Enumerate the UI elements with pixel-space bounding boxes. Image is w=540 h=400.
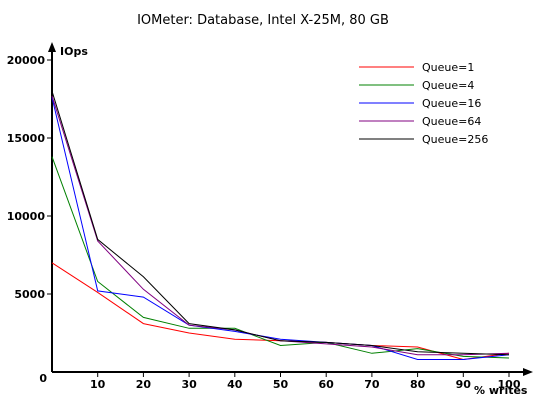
legend-item: Queue=4 — [359, 79, 474, 92]
x-tick-label: 60 — [319, 378, 335, 391]
x-tick-label: 70 — [364, 378, 380, 391]
x-tick-label: 20 — [136, 378, 152, 391]
legend-box — [354, 58, 504, 152]
series-line-queue-256 — [51, 91, 510, 356]
x-axis-arrow — [523, 368, 533, 376]
series-line-queue-4 — [51, 156, 510, 359]
y-tick-label: 5000 — [14, 288, 45, 301]
legend-item: Queue=256 — [359, 133, 488, 146]
x-tick-label: 90 — [456, 378, 472, 391]
y-tick-label: 10000 — [7, 210, 46, 223]
legend-label: Queue=4 — [422, 79, 474, 92]
x-axis-label: % writes — [474, 384, 528, 397]
chart-title: IOMeter: Database, Intel X-25M, 80 GB — [137, 13, 389, 28]
series-lines — [51, 91, 510, 361]
y-axis-arrow — [48, 42, 56, 52]
ticks: 10 20 30 40 50 60 70 80 90 100 5000 10000 15000 20000 — [7, 54, 521, 391]
x-tick-label: 50 — [273, 378, 289, 391]
origin-label: 0 — [39, 372, 47, 385]
x-tick-label: 10 — [90, 378, 106, 391]
legend-label: Queue=1 — [422, 61, 474, 74]
legend-item: Queue=1 — [359, 61, 474, 74]
legend-label: Queue=256 — [422, 133, 488, 146]
x-tick-label: 80 — [410, 378, 426, 391]
legend-item: Queue=16 — [359, 97, 481, 110]
axes: IOps % writes 0 — [39, 42, 533, 397]
x-tick-label: 30 — [181, 378, 197, 391]
y-tick-label: 15000 — [7, 132, 46, 145]
series-line-queue-16 — [51, 97, 510, 360]
legend: Queue=1 Queue=4 Queue=16 Queue=64 Queue=256 — [354, 58, 504, 152]
y-tick-label: 20000 — [7, 54, 46, 67]
legend-item: Queue=64 — [359, 115, 481, 128]
x-tick-label: 100 — [498, 378, 521, 391]
legend-label: Queue=64 — [422, 115, 481, 128]
y-axis-label: IOps — [60, 45, 88, 58]
legend-label: Queue=16 — [422, 97, 481, 110]
x-tick-label: 40 — [227, 378, 243, 391]
